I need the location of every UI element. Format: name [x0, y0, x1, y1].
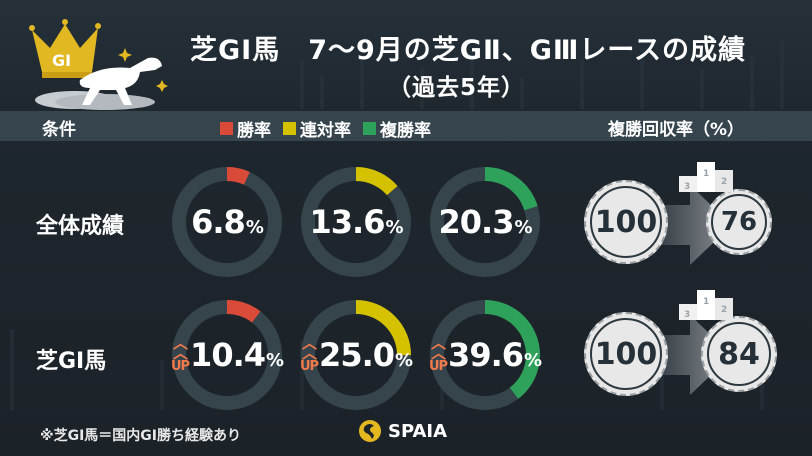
- legend-label: 勝率: [237, 121, 271, 141]
- metric-value: 20.3%: [438, 203, 533, 241]
- svg-text:3: 3: [684, 310, 690, 320]
- donut-ring: [172, 300, 282, 410]
- yellow-swatch-icon: [283, 122, 296, 135]
- arrow-right-icon: [662, 315, 732, 395]
- green-swatch-icon: [363, 122, 376, 135]
- donut-win-rate: 6.8%: [170, 165, 284, 279]
- up-indicator: ︿ ︿ UP: [170, 333, 190, 374]
- legend: 勝率 連対率 複勝率: [220, 116, 431, 141]
- svg-text:1: 1: [703, 169, 709, 179]
- brand-logo: SPAIA: [358, 419, 447, 443]
- svg-text:3: 3: [684, 182, 690, 192]
- svg-text:1: 1: [703, 297, 709, 307]
- double-chevron-up-icon: ︿ ︿: [430, 333, 446, 362]
- svg-text:2: 2: [721, 177, 727, 187]
- donut-quinella-rate: ︿ ︿ UP 25.0%: [299, 298, 413, 412]
- legend-quinella-rate: 連対率: [283, 116, 351, 141]
- metric-value: 13.6%: [309, 203, 404, 241]
- metric-value: ︿ ︿ UP 25.0%: [299, 333, 413, 374]
- coin-return: 84: [701, 316, 777, 392]
- crown-horse-logo: GI: [20, 10, 200, 110]
- condition-header: 条件: [42, 120, 76, 140]
- legend-place-rate: 複勝率: [363, 116, 431, 141]
- return-rate-header: 複勝回収率（%）: [608, 120, 745, 140]
- title-main: 芝GⅠ馬 7〜9月の芝GⅡ、GⅢレースの成績: [190, 35, 747, 66]
- coin-base: 100: [584, 312, 668, 396]
- donut-ring: [430, 167, 540, 277]
- donut-ring: [301, 300, 411, 410]
- legend-label: 連対率: [300, 121, 351, 141]
- double-chevron-up-icon: ︿ ︿: [172, 333, 188, 362]
- red-swatch-icon: [220, 122, 233, 135]
- donut-quinella-rate: 13.6%: [299, 165, 413, 279]
- donut-ring: [430, 300, 540, 410]
- metric-value: ︿ ︿ UP 39.6%: [428, 333, 542, 374]
- coin-return: 76: [706, 189, 772, 255]
- donut-place-rate: 20.3%: [428, 165, 542, 279]
- row-label-g1-horses: 芝GⅠ馬: [36, 349, 107, 374]
- donut-win-rate: ︿ ︿ UP 10.4%: [170, 298, 284, 412]
- svg-text:2: 2: [721, 305, 727, 315]
- header-bar: 条件 勝率 連対率 複勝率 複勝回収率（%）: [0, 111, 812, 141]
- metric-value: 6.8%: [191, 203, 264, 241]
- coin-base: 100: [584, 180, 668, 264]
- up-indicator: ︿ ︿ UP: [299, 333, 319, 374]
- brand-name: SPAIA: [388, 420, 448, 442]
- arrow-right-icon: [662, 185, 732, 265]
- svg-text:GI: GI: [52, 51, 71, 70]
- podium-icon: 3 1 2: [679, 290, 733, 320]
- title-sub: （過去5年）: [388, 75, 526, 101]
- double-chevron-up-icon: ︿ ︿: [301, 333, 317, 362]
- up-indicator: ︿ ︿ UP: [428, 333, 448, 374]
- legend-label: 複勝率: [380, 121, 431, 141]
- donut-ring: [301, 167, 411, 277]
- metric-value: ︿ ︿ UP 10.4%: [170, 333, 284, 374]
- podium-icon: 3 1 2: [679, 162, 733, 192]
- spaia-logo-icon: [359, 420, 381, 442]
- row-label-overall: 全体成績: [36, 214, 125, 239]
- legend-win-rate: 勝率: [220, 116, 271, 141]
- donut-ring: [172, 167, 282, 277]
- donut-place-rate: ︿ ︿ UP 39.6%: [428, 298, 542, 412]
- footnote: ※芝GⅠ馬＝国内GⅠ勝ち経験あり: [40, 428, 242, 444]
